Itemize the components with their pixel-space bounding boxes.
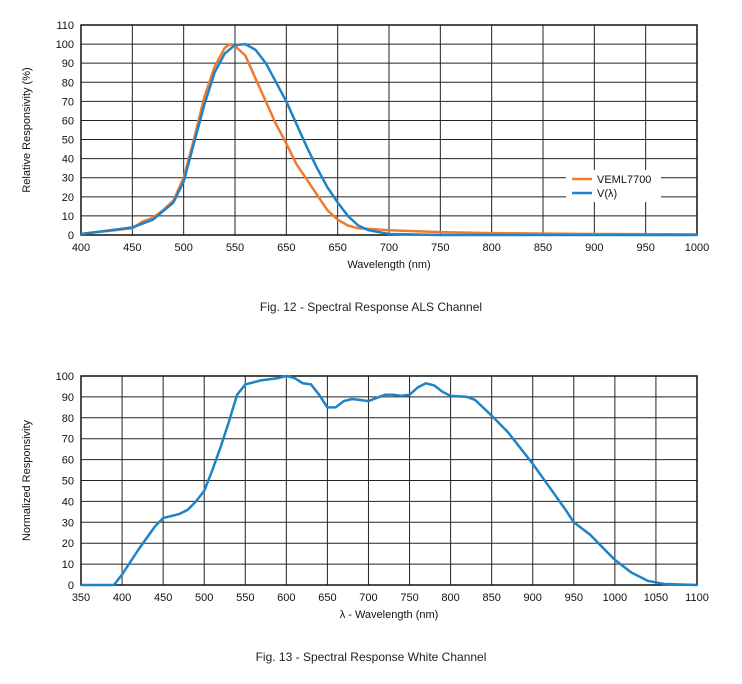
- y-tick-label: 20: [62, 192, 74, 204]
- series-line-white: [81, 374, 698, 587]
- x-tick-label: 800: [441, 592, 459, 604]
- y-tick-label: 30: [62, 517, 74, 529]
- y-axis-label: Normalized Responsivity: [21, 419, 33, 541]
- x-tick-label: 1000: [685, 242, 709, 254]
- y-tick-label: 10: [62, 211, 74, 223]
- plot-frame: [80, 375, 698, 586]
- figure-caption-13: Fig. 13 - Spectral Response White Channe…: [255, 650, 487, 664]
- x-tick-label: 1050: [644, 592, 668, 604]
- y-tick-label: 50: [62, 476, 74, 488]
- chart-als-channel: 0 10 20 30 40 50 60 70 80 90 100 110 400 450 500 550 650…: [21, 20, 709, 271]
- x-tick-label: 550: [236, 592, 254, 604]
- y-tick-label: 80: [62, 77, 74, 89]
- x-tick-label: 1100: [685, 592, 709, 604]
- x-axis-label: Wavelength (nm): [347, 259, 430, 271]
- x-tick-label: 650: [318, 592, 336, 604]
- x-tick-label: 1000: [603, 592, 627, 604]
- x-tick-label: 550: [226, 242, 244, 254]
- y-tick-label: 70: [62, 434, 74, 446]
- legend: [566, 170, 661, 202]
- x-tick-label: 400: [113, 592, 131, 604]
- y-tick-label: 90: [62, 58, 74, 70]
- x-tick-label: 400: [72, 242, 90, 254]
- series-line-v: [80, 42, 697, 237]
- x-tick-label: 950: [565, 592, 583, 604]
- legend-label: VEML7700: [597, 174, 651, 186]
- x-tick-label: 500: [174, 242, 192, 254]
- y-tick-label: 30: [62, 173, 74, 185]
- y-tick-label: 0: [68, 580, 74, 592]
- y-tick-label: 60: [62, 115, 74, 127]
- y-tick-label: 90: [62, 392, 74, 404]
- x-tick-label: 950: [636, 242, 654, 254]
- x-tick-label: 900: [585, 242, 603, 254]
- y-tick-label: 0: [68, 230, 74, 242]
- x-tick-label: 800: [482, 242, 500, 254]
- x-tick-label: 650: [277, 242, 295, 254]
- x-tick-label: 600: [277, 592, 295, 604]
- figure-caption-12: Fig. 12 - Spectral Response ALS Channel: [259, 300, 483, 314]
- x-tick-label: 850: [482, 592, 500, 604]
- x-tick-label: 900: [524, 592, 542, 604]
- x-tick-label: 700: [359, 592, 377, 604]
- y-tick-label: 40: [62, 154, 74, 166]
- legend-label: V(λ): [597, 188, 617, 200]
- x-tick-label: 450: [123, 242, 141, 254]
- x-tick-label: 500: [195, 592, 213, 604]
- y-tick-label: 40: [62, 496, 74, 508]
- x-tick-label: 700: [380, 242, 398, 254]
- y-tick-label: 110: [56, 20, 74, 32]
- y-tick-label: 10: [62, 559, 74, 571]
- y-axis-label: Relative Responsivity (%): [21, 67, 33, 192]
- y-tick-label: 80: [62, 413, 74, 425]
- y-tick-label: 100: [56, 39, 74, 51]
- x-tick-label: 450: [154, 592, 172, 604]
- x-tick-label: 850: [534, 242, 552, 254]
- x-tick-label: 750: [431, 242, 449, 254]
- x-tick-label: 350: [72, 592, 90, 604]
- y-tick-label: 20: [62, 538, 74, 550]
- x-tick-label: 750: [400, 592, 418, 604]
- x-tick-label: 650: [328, 242, 346, 254]
- x-axis-label: λ - Wavelength (nm): [340, 609, 439, 621]
- y-tick-label: 50: [62, 135, 74, 147]
- y-tick-label: 60: [62, 455, 74, 467]
- y-tick-label: 100: [56, 371, 74, 383]
- y-tick-label: 70: [62, 96, 74, 108]
